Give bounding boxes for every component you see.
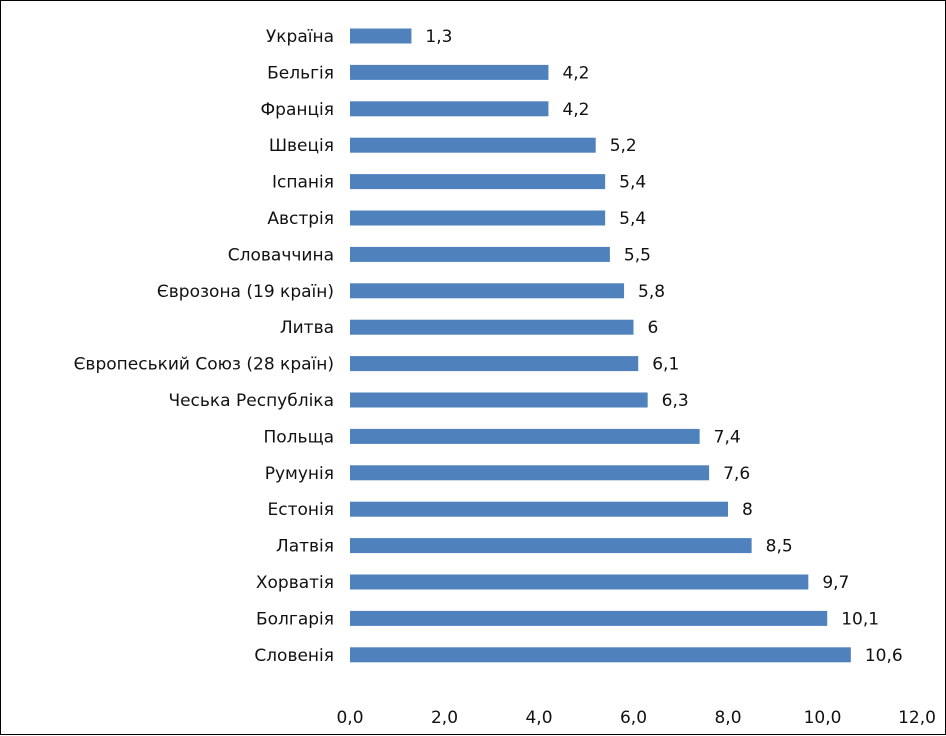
- data-label: 1,3: [425, 27, 452, 47]
- category-label: Бельгія: [267, 63, 334, 83]
- category-labels: Україна Бельгія Франція Швеція Іспанія Австрі…: [74, 27, 334, 666]
- data-label: 6,3: [662, 391, 689, 411]
- data-label: 8: [742, 500, 753, 520]
- category-label: Франція: [261, 100, 334, 120]
- data-label: 5,2: [610, 136, 637, 156]
- bar: [350, 101, 549, 117]
- category-label: Латвія: [276, 537, 334, 557]
- x-tick-label: 6,0: [620, 708, 647, 728]
- category-label: Литва: [280, 318, 334, 338]
- data-label: 5,4: [619, 209, 646, 229]
- category-label: Болгарія: [256, 609, 334, 629]
- data-label: 5,4: [619, 173, 646, 193]
- category-label: Естонія: [268, 500, 334, 520]
- category-label: Чеська Республіка: [168, 391, 334, 411]
- bar: [350, 501, 728, 517]
- category-label: Словаччина: [228, 245, 334, 265]
- data-label: 5,5: [624, 245, 651, 265]
- category-label: Словенія: [254, 646, 334, 666]
- data-label: 6: [648, 318, 659, 338]
- category-label: Європеський Союз (28 країн): [74, 355, 334, 375]
- x-tick-label: 4,0: [525, 708, 552, 728]
- data-label: 6,1: [652, 355, 679, 375]
- x-axis-tick-labels: 0,0 2,0 4,0 6,0 8,0 10,0 12,0: [336, 708, 935, 728]
- x-tick-label: 10,0: [804, 708, 842, 728]
- x-tick-label: 8,0: [714, 708, 741, 728]
- category-label: Австрія: [267, 209, 334, 229]
- bar: [350, 610, 828, 626]
- data-label: 10,6: [865, 646, 903, 666]
- data-label: 8,5: [766, 537, 793, 557]
- category-label: Іспанія: [272, 173, 334, 193]
- bar: [350, 174, 606, 190]
- category-label: Швеція: [269, 136, 334, 156]
- bar: [350, 319, 634, 335]
- data-label: 4,2: [562, 100, 589, 120]
- bar: [350, 465, 710, 481]
- data-label: 5,8: [638, 282, 665, 302]
- category-label: Хорватія: [256, 573, 334, 593]
- bar: [350, 64, 549, 80]
- data-label: 10,1: [841, 609, 879, 629]
- bar: [350, 246, 610, 262]
- category-label: Польща: [264, 427, 335, 447]
- bar: [350, 283, 625, 299]
- bar: [350, 137, 596, 153]
- data-label: 4,2: [562, 63, 589, 83]
- bar: [350, 392, 648, 408]
- x-tick-label: 12,0: [898, 708, 936, 728]
- category-label: Україна: [266, 27, 334, 47]
- bar: [350, 356, 639, 372]
- data-labels: 1,3 4,2 4,2 5,2 5,4 5,4 5,5 5,8 6 6,1 6,3 7,4 7,6 8 8,…: [425, 27, 902, 666]
- x-tick-label: 0,0: [336, 708, 363, 728]
- data-label: 7,4: [714, 427, 741, 447]
- bar: [350, 428, 700, 444]
- bar: [350, 574, 809, 590]
- bar: [350, 538, 752, 554]
- bar: [350, 28, 412, 44]
- data-label: 9,7: [822, 573, 849, 593]
- category-label: Єврозона (19 країн): [157, 282, 334, 302]
- data-label: 7,6: [723, 464, 750, 484]
- bar: [350, 647, 851, 663]
- bars-layer: [350, 28, 851, 663]
- category-label: Румунія: [265, 464, 334, 484]
- bar: [350, 210, 606, 226]
- x-tick-label: 2,0: [431, 708, 458, 728]
